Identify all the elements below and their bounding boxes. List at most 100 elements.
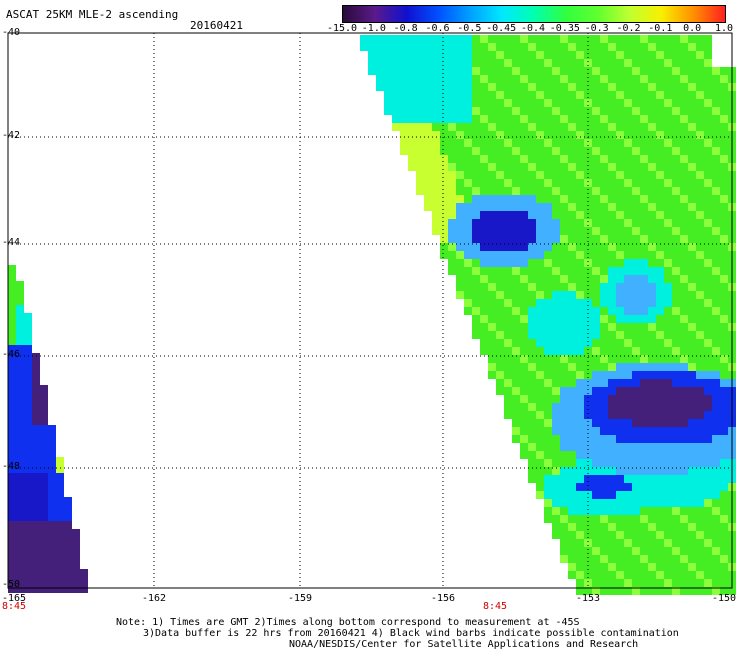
- colorbar-tick-label: -0.35: [549, 23, 580, 34]
- swath-cell: [560, 347, 568, 355]
- swath-cell: [616, 331, 624, 339]
- swath-cell: [504, 99, 512, 107]
- swath-cell: [640, 243, 648, 251]
- swath-cell: [24, 361, 32, 369]
- swath-cell: [480, 59, 488, 67]
- swath-cell: [624, 491, 632, 499]
- swath-cell: [48, 481, 56, 489]
- swath-cell: [544, 395, 552, 403]
- swath-cell: [456, 83, 464, 91]
- swath-cell: [440, 99, 448, 107]
- swath-cell: [648, 307, 656, 315]
- swath-cell: [416, 51, 424, 59]
- swath-cell: [40, 537, 48, 545]
- swath-cell: [664, 259, 672, 267]
- swath-cell: [720, 555, 728, 563]
- swath-cell: [544, 131, 552, 139]
- swath-cell: [648, 123, 656, 131]
- swath-cell: [48, 553, 56, 561]
- swath-cell: [64, 505, 72, 513]
- swath-cell: [656, 363, 664, 371]
- swath-cell: [616, 43, 624, 51]
- swath-cell: [472, 59, 480, 67]
- swath-cell: [536, 419, 544, 427]
- swath-cell: [720, 107, 728, 115]
- swath-cell: [616, 467, 624, 475]
- swath-cell: [560, 195, 568, 203]
- swath-cell: [552, 291, 560, 299]
- swath-cell: [680, 115, 688, 123]
- swath-cell: [8, 489, 16, 497]
- swath-cell: [456, 59, 464, 67]
- swath-cell: [648, 467, 656, 475]
- swath-cell: [616, 579, 624, 587]
- swath-cell: [600, 275, 608, 283]
- swath-cell: [384, 91, 392, 99]
- swath-cell: [656, 187, 664, 195]
- swath-cell: [688, 51, 696, 59]
- swath-cell: [488, 283, 496, 291]
- swath-cell: [552, 155, 560, 163]
- swath-cell: [608, 43, 616, 51]
- swath-cell: [568, 91, 576, 99]
- swath-cell: [592, 299, 600, 307]
- swath-cell: [616, 483, 624, 491]
- swath-cell: [560, 291, 568, 299]
- swath-cell: [600, 363, 608, 371]
- swath-cell: [64, 529, 72, 537]
- swath-cell: [664, 395, 672, 403]
- swath-cell: [408, 107, 416, 115]
- swath-cell: [480, 339, 488, 347]
- swath-cell: [32, 409, 40, 417]
- swath-cell: [704, 539, 712, 547]
- swath-cell: [712, 131, 720, 139]
- swath-cell: [592, 179, 600, 187]
- swath-cell: [504, 163, 512, 171]
- swath-cell: [504, 323, 512, 331]
- swath-cell: [576, 347, 584, 355]
- swath-cell: [680, 123, 688, 131]
- swath-cell: [664, 51, 672, 59]
- swath-cell: [544, 347, 552, 355]
- swath-cell: [504, 195, 512, 203]
- swath-cell: [576, 387, 584, 395]
- swath-cell: [600, 571, 608, 579]
- swath-cell: [528, 59, 536, 67]
- swath-cell: [672, 499, 680, 507]
- swath-cell: [720, 419, 728, 427]
- swath-cell: [624, 67, 632, 75]
- swath-cell: [464, 147, 472, 155]
- swath-cell: [568, 571, 576, 579]
- swath-cell: [616, 51, 624, 59]
- swath-cell: [560, 531, 568, 539]
- swath-cell: [568, 451, 576, 459]
- swath-cell: [400, 131, 408, 139]
- swath-cell: [704, 323, 712, 331]
- swath-cell: [600, 51, 608, 59]
- swath-cell: [528, 155, 536, 163]
- swath-cell: [592, 323, 600, 331]
- swath-cell: [720, 307, 728, 315]
- swath-cell: [560, 483, 568, 491]
- swath-cell: [480, 323, 488, 331]
- swath-cell: [584, 579, 592, 587]
- swath-cell: [624, 307, 632, 315]
- swath-cell: [568, 227, 576, 235]
- swath-cell: [720, 179, 728, 187]
- swath-cell: [512, 299, 520, 307]
- swath-cell: [688, 251, 696, 259]
- swath-cell: [664, 347, 672, 355]
- swath-cell: [560, 443, 568, 451]
- swath-cell: [704, 331, 712, 339]
- swath-cell: [528, 451, 536, 459]
- swath-cell: [688, 467, 696, 475]
- swath-cell: [616, 83, 624, 91]
- swath-cell: [632, 403, 640, 411]
- swath-cell: [664, 387, 672, 395]
- swath-cell: [32, 529, 40, 537]
- swath-cell: [360, 43, 368, 51]
- swath-cell: [656, 171, 664, 179]
- swath-cell: [600, 331, 608, 339]
- swath-cell: [400, 75, 408, 83]
- swath-cell: [552, 147, 560, 155]
